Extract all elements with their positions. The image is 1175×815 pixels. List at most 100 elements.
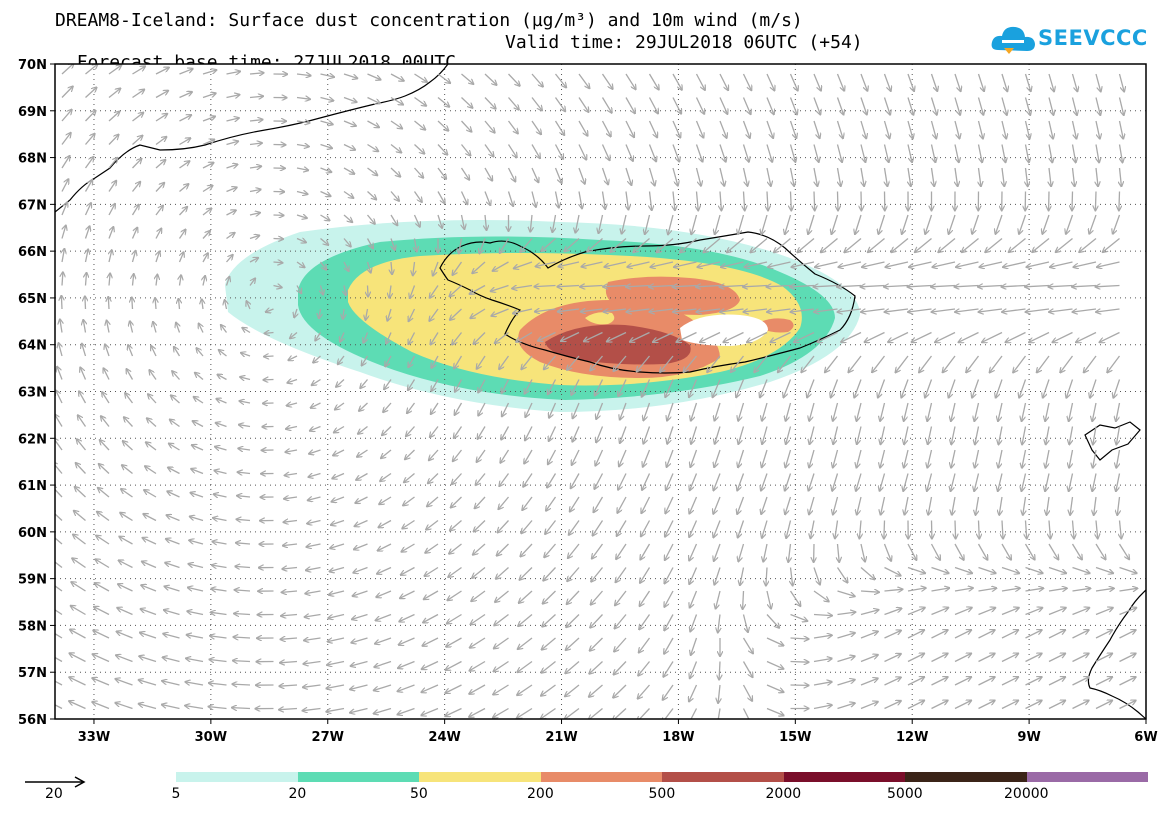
- wind-arrow: [305, 591, 321, 594]
- wind-arrow: [343, 308, 344, 319]
- wind-arrow: [587, 238, 603, 252]
- wind-arrow: [334, 425, 345, 433]
- wind-arrow: [85, 296, 86, 310]
- wind-arrow: [543, 590, 556, 604]
- wind-arrow: [697, 309, 721, 312]
- wind-arrow: [825, 355, 839, 372]
- wind-arrow: [1096, 286, 1120, 287]
- wind-arrow: [648, 144, 657, 162]
- wind-arrow: [814, 286, 838, 287]
- wind-arrow: [1117, 496, 1119, 515]
- wind-arrow: [677, 331, 697, 343]
- wind-arrow: [1029, 331, 1050, 343]
- wind-arrow: [296, 121, 309, 123]
- wind-arrow: [192, 445, 204, 451]
- wind-arrow: [738, 426, 745, 444]
- wind-arrow: [450, 285, 462, 297]
- wind-arrow: [549, 402, 557, 418]
- wind-arrow: [901, 379, 909, 398]
- wind-arrow: [430, 426, 439, 438]
- wind-arrow: [689, 543, 698, 561]
- wind-arrow: [785, 214, 792, 234]
- wind-arrow: [531, 167, 538, 182]
- wind-arrow: [80, 368, 87, 380]
- wind-arrow: [719, 97, 727, 114]
- wind-arrow: [472, 261, 486, 273]
- wind-arrow: [523, 473, 533, 487]
- wind-arrow: [601, 144, 610, 161]
- wind-arrow: [771, 331, 791, 343]
- wind-arrow: [724, 331, 744, 343]
- wind-arrow: [367, 167, 378, 175]
- wind-arrow: [1002, 308, 1026, 312]
- wind-arrow: [999, 426, 1003, 445]
- wind-arrow: [836, 120, 843, 138]
- wind-arrow: [768, 261, 791, 267]
- wind-arrow: [572, 449, 580, 465]
- wind-arrow: [190, 517, 204, 522]
- wind-arrow: [720, 191, 721, 211]
- wind-arrow: [1047, 496, 1050, 515]
- wind-arrow: [975, 426, 980, 445]
- wind-arrow: [531, 191, 536, 207]
- wind-arrow: [979, 520, 980, 539]
- wind-arrow: [108, 227, 113, 239]
- wind-arrow: [689, 379, 698, 398]
- wind-arrow: [1024, 543, 1035, 560]
- wind-arrow: [766, 120, 773, 138]
- wind-arrow: [1026, 308, 1050, 312]
- wind-arrow: [788, 543, 790, 562]
- wind-arrow: [790, 286, 815, 287]
- wind-arrow: [179, 138, 191, 146]
- wind-arrow: [283, 544, 298, 546]
- wind-arrow: [312, 378, 321, 386]
- wind-arrow: [714, 449, 721, 467]
- wind-arrow: [925, 214, 933, 234]
- wind-arrow: [296, 98, 310, 100]
- wind-arrow: [625, 97, 635, 114]
- wind-arrow: [296, 261, 305, 267]
- wind-arrow: [1116, 402, 1121, 421]
- wind-arrow: [640, 543, 651, 560]
- wind-arrow: [833, 402, 839, 421]
- lat-label: 68N: [18, 152, 47, 167]
- wind-arrow: [144, 490, 157, 498]
- wind-arrow: [237, 519, 251, 520]
- wind-arrow: [390, 73, 404, 81]
- wind-arrow: [1023, 496, 1026, 515]
- wind-arrow: [1084, 355, 1097, 372]
- wind-arrow: [500, 238, 510, 254]
- wind-arrow: [75, 487, 86, 498]
- wind-arrow: [60, 319, 62, 333]
- wind-arrow: [935, 331, 956, 343]
- wind-arrow: [1120, 167, 1122, 186]
- wind-arrow: [72, 558, 86, 569]
- wind-arrow: [789, 120, 797, 138]
- wind-arrow: [885, 167, 888, 186]
- wind-arrow: [320, 121, 333, 124]
- wind-arrow: [648, 120, 658, 137]
- wind-arrow: [296, 74, 311, 76]
- wind-arrow: [1046, 449, 1050, 468]
- wind-arrow: [932, 308, 956, 312]
- wind-arrow: [880, 473, 886, 491]
- wind-arrow: [1002, 167, 1004, 186]
- wind-arrow: [884, 589, 903, 591]
- wind-arrow: [1119, 191, 1120, 211]
- wind-arrow: [651, 261, 674, 267]
- wind-arrow: [214, 494, 227, 497]
- wind-arrow: [727, 238, 744, 253]
- wind-arrow: [998, 473, 1003, 492]
- wind-arrow: [860, 543, 865, 562]
- wind-arrow: [405, 449, 415, 459]
- wind-arrow: [861, 286, 885, 287]
- wind-arrow: [130, 321, 133, 333]
- wind-arrow: [424, 590, 439, 599]
- wind-arrow: [907, 120, 913, 138]
- wind-arrow: [821, 237, 838, 253]
- wind-arrow: [766, 590, 771, 609]
- wind-arrow: [355, 496, 368, 503]
- wind-arrow: [972, 214, 980, 234]
- wind-arrow: [344, 285, 346, 296]
- wind-arrow: [307, 521, 321, 524]
